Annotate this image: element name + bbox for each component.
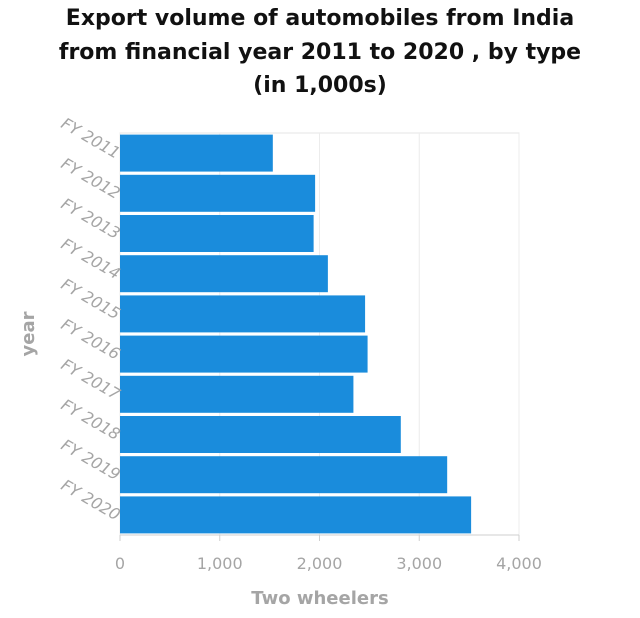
bar-fy-2017 [120,375,354,413]
chart-title-line-2: from financial year 2011 to 2020 , by ty… [58,40,582,65]
bar-fy-2020 [120,496,472,534]
bar-fy-2012 [120,174,316,212]
x-tick-label: 2,000 [297,554,343,573]
x-tick-label: 4,000 [496,554,542,573]
x-tick-label: 1,000 [197,554,243,573]
x-tick-label: 0 [115,554,125,573]
bar-fy-2014 [120,255,328,293]
bar-fy-2018 [120,416,401,453]
bars [120,134,472,534]
x-tick-label: 3,000 [396,554,442,573]
bar-fy-2015 [120,295,366,333]
chart-title-line-1: Export volume of automobiles from India [65,6,575,31]
x-ticks: 0 1,000 2,000 3,000 4,000 [115,535,542,573]
bar-fy-2013 [120,215,314,252]
x-axis-label: Two wheelers [251,588,388,609]
bar-fy-2019 [120,456,448,494]
bar-fy-2016 [120,335,368,373]
bar-fy-2011 [120,134,273,172]
y-axis-label: year [18,311,39,356]
chart-title-line-3: (in 1,000s) [253,73,387,98]
